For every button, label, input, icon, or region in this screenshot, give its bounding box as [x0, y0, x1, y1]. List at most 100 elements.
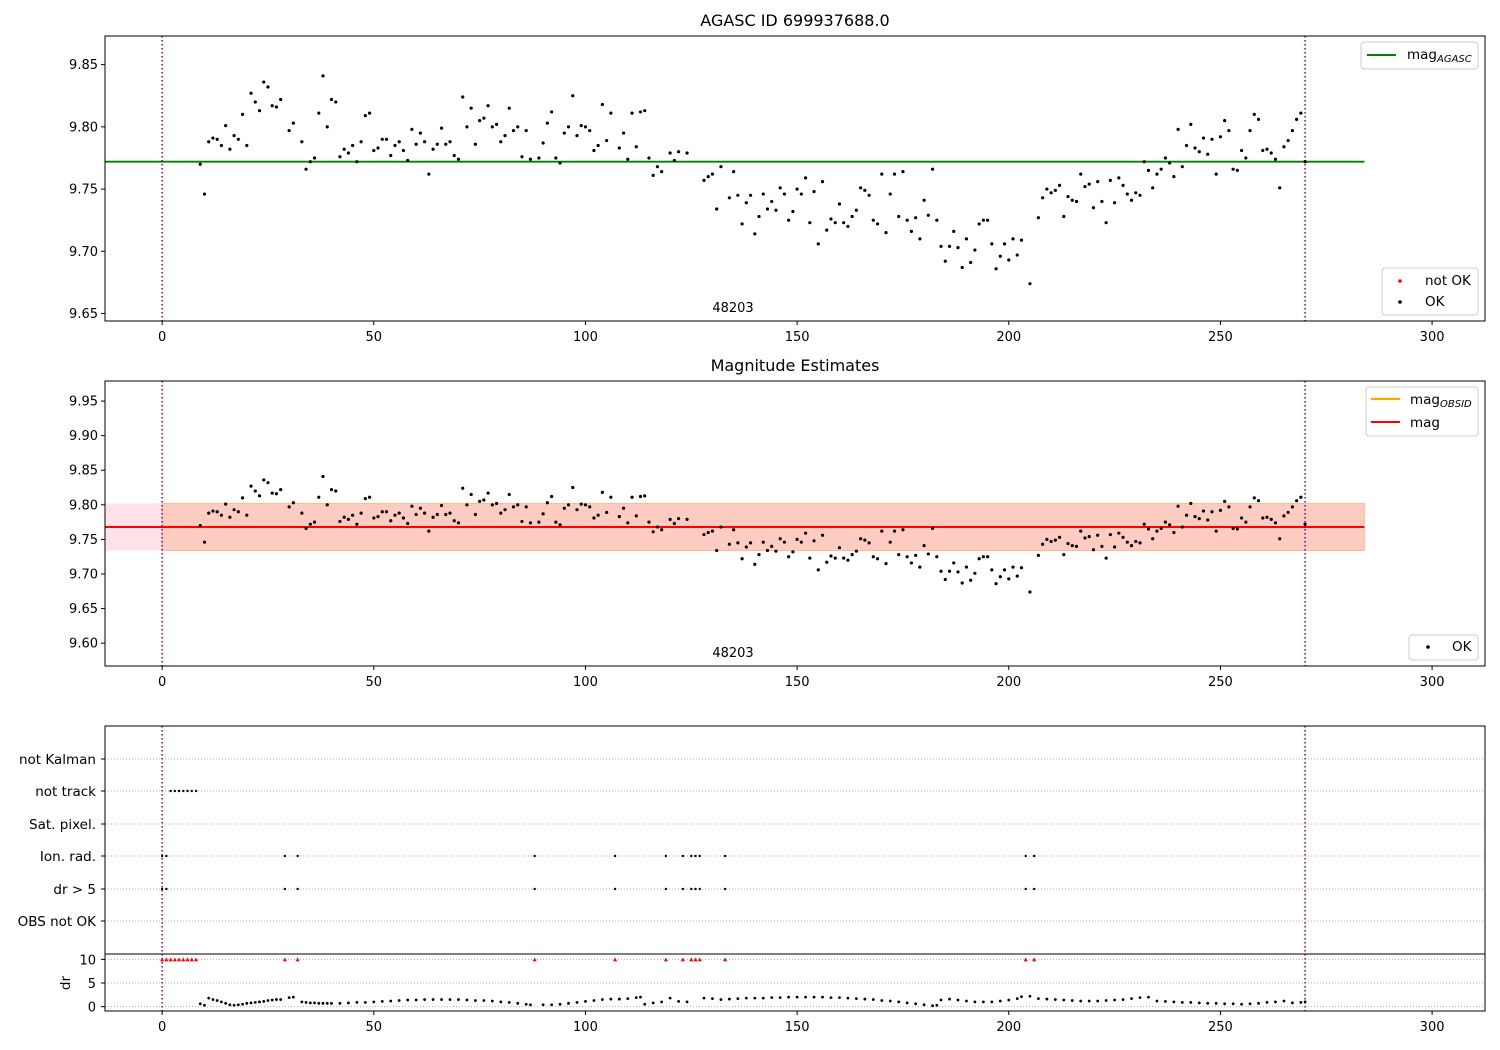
- agasc-y-tick-label: 9.75: [69, 183, 98, 198]
- magnitude-ok-point: [528, 521, 533, 525]
- dr-point: [880, 999, 884, 1002]
- agasc-ok-point: [757, 214, 761, 219]
- magnitude-ok-point: [1074, 544, 1079, 548]
- dr-point: [490, 999, 494, 1003]
- agasc-ok-point: [820, 180, 825, 184]
- agasc-ok-point: [257, 109, 262, 113]
- agasc-ok-point: [1134, 191, 1138, 195]
- dr-point: [406, 998, 410, 1002]
- agasc-ok-point: [516, 125, 520, 129]
- magnitude-ok-point: [998, 575, 1002, 579]
- not-ok-marker: [1398, 279, 1402, 283]
- dr-point: [1214, 1001, 1218, 1005]
- dr-point: [211, 998, 215, 1001]
- magnitude-ok-point: [621, 506, 626, 510]
- magnitude-ok-point: [935, 555, 939, 559]
- agasc-ok-point: [1062, 214, 1066, 219]
- agasc-ok-point: [1214, 172, 1218, 176]
- magnitude-ok-point: [1303, 522, 1307, 526]
- agasc-ok-point: [634, 145, 638, 149]
- magnitude-ok-point: [1193, 514, 1197, 519]
- magnitude-ok-point: [1218, 508, 1223, 512]
- magnitude-ok-point: [334, 489, 338, 493]
- dr-clipped-marker: [177, 957, 182, 962]
- magnitude-ok-point: [981, 555, 985, 559]
- magnitude-ok-point: [1002, 568, 1007, 572]
- agasc-ok-point: [863, 188, 867, 192]
- flags-x-tick-label: 0: [158, 1020, 166, 1035]
- flag-point: [613, 854, 617, 858]
- dr-point: [1223, 1002, 1227, 1006]
- agasc-ok-point: [621, 131, 626, 135]
- agasc-ok-point: [423, 140, 427, 144]
- magnitude-ok-point: [325, 503, 329, 507]
- agasc-panel: AGASC ID 699937688.0 0 50 100 150 200 250 300 9…: [69, 11, 1486, 345]
- magnitude-ok-point: [816, 568, 820, 572]
- dr-point: [888, 999, 892, 1003]
- agasc-ok-point: [1290, 128, 1294, 133]
- dr-point: [300, 1000, 304, 1004]
- agasc-ok-point: [935, 218, 939, 222]
- agasc-ok-point: [1041, 196, 1045, 200]
- magnitude-ok-point: [630, 495, 634, 499]
- magnitude-ok-point: [994, 582, 998, 586]
- agasc-ok-point: [406, 158, 410, 163]
- agasc-ok-point: [499, 140, 503, 144]
- magnitude-ok-point: [782, 540, 787, 544]
- magnitude-ok-point: [1053, 538, 1057, 542]
- magnitude-ok-point: [1045, 537, 1049, 542]
- dr-point: [1155, 999, 1159, 1003]
- magnitude-obsid-label: 48203: [712, 646, 753, 661]
- magnitude-ok-point: [245, 513, 249, 517]
- dr-clipped-marker: [185, 957, 190, 962]
- dr-point: [325, 1001, 329, 1005]
- dr-point: [643, 1002, 647, 1006]
- dr-point: [609, 997, 613, 1001]
- magnitude-ok-point: [202, 540, 207, 544]
- dr-point: [846, 996, 850, 1000]
- agasc-ok-point: [651, 173, 655, 177]
- agasc-ok-point: [744, 201, 748, 205]
- dr-point: [270, 998, 274, 1002]
- agasc-ok-point: [342, 147, 346, 151]
- dr-point: [291, 995, 295, 999]
- agasc-ok-point: [672, 158, 676, 163]
- agasc-ok-point: [1286, 138, 1290, 143]
- agasc-ok-point: [1070, 198, 1074, 202]
- agasc-ok-point: [605, 138, 609, 143]
- magnitude-ok-point: [1176, 504, 1180, 508]
- dr-clipped-marker: [680, 957, 685, 962]
- dr-point: [1015, 997, 1019, 1000]
- agasc-ok-point: [448, 140, 452, 144]
- dr-point: [1274, 1000, 1277, 1004]
- magnitude-ok-point: [435, 512, 439, 517]
- agasc-ok-point: [338, 155, 342, 159]
- dr-point: [592, 999, 596, 1002]
- agasc-ok-point: [795, 187, 799, 191]
- agasc-ok-point: [215, 137, 219, 141]
- dr-point: [973, 1000, 977, 1004]
- magnitude-ok-point: [1299, 495, 1303, 499]
- dr-clipped-marker: [532, 957, 537, 962]
- dr-point: [431, 998, 435, 1001]
- agasc-ok-point: [1113, 201, 1117, 205]
- agasc-ok-point: [1100, 199, 1104, 204]
- magnitude-ok-point: [414, 512, 418, 517]
- agasc-x-tick-label: 0: [158, 330, 166, 345]
- dr-point: [1282, 999, 1286, 1003]
- agasc-ok-point: [211, 136, 215, 140]
- dr-point: [338, 1001, 342, 1005]
- magnitude-ok-point: [507, 492, 511, 497]
- magnitude-ok-point: [270, 491, 274, 495]
- agasc-ok-point: [528, 157, 533, 161]
- magnitude-ok-point: [1265, 515, 1269, 519]
- agasc-plot-frame: [104, 35, 1486, 322]
- magnitude-ok-point: [490, 503, 494, 507]
- dr-point: [956, 998, 960, 1002]
- agasc-ok-point: [964, 237, 969, 241]
- agasc-ok-point: [918, 237, 922, 241]
- flags-x-tick-label: 50: [366, 1020, 383, 1035]
- agasc-ok-point: [1151, 186, 1155, 190]
- agasc-ok-point: [1125, 192, 1129, 196]
- dr-point: [397, 999, 401, 1002]
